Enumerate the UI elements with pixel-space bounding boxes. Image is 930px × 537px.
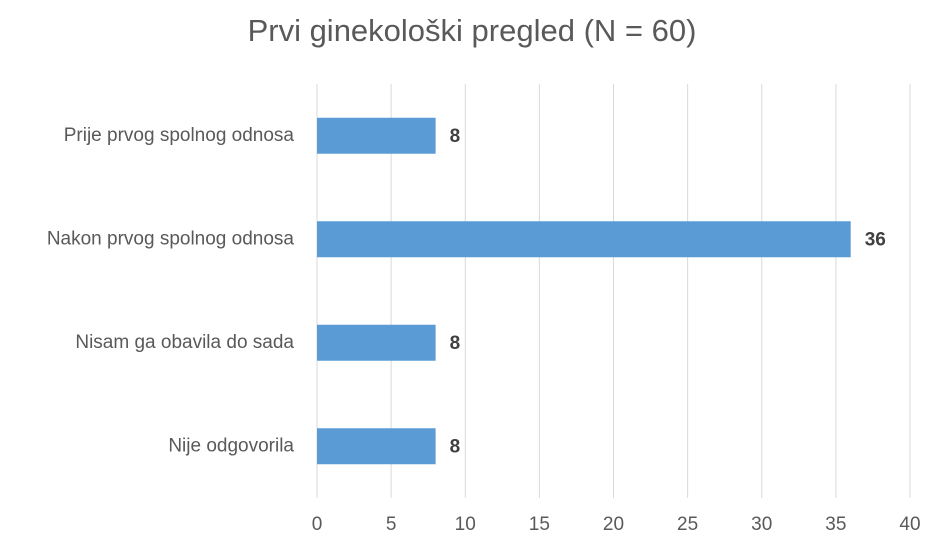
x-tick-label: 15 [529,514,550,535]
x-tick-label: 5 [386,514,397,535]
x-tick-label: 30 [751,514,772,535]
x-tick-label: 25 [677,514,698,535]
y-tick-label: Nakon prvog spolnog odnosa [47,228,295,249]
chart-title: Prvi ginekološki pregled (N = 60) [248,13,697,48]
y-tick-label: Nije odgovorila [168,435,294,456]
data-label: 8 [450,436,461,457]
x-tick-label: 20 [603,514,624,535]
bar [317,117,436,154]
bar [317,324,436,361]
x-tick-label: 35 [825,514,846,535]
data-label: 8 [450,333,461,354]
x-tick-label: 40 [899,514,920,535]
data-label: 8 [450,126,461,147]
x-tick-label: 0 [312,514,323,535]
y-tick-label: Prije prvog spolnog odnosa [64,125,295,146]
bar [317,428,436,465]
data-label: 36 [865,229,886,250]
x-tick-label: 10 [455,514,476,535]
bar [317,221,851,258]
y-tick-label: Nisam ga obavila do sada [75,332,294,353]
